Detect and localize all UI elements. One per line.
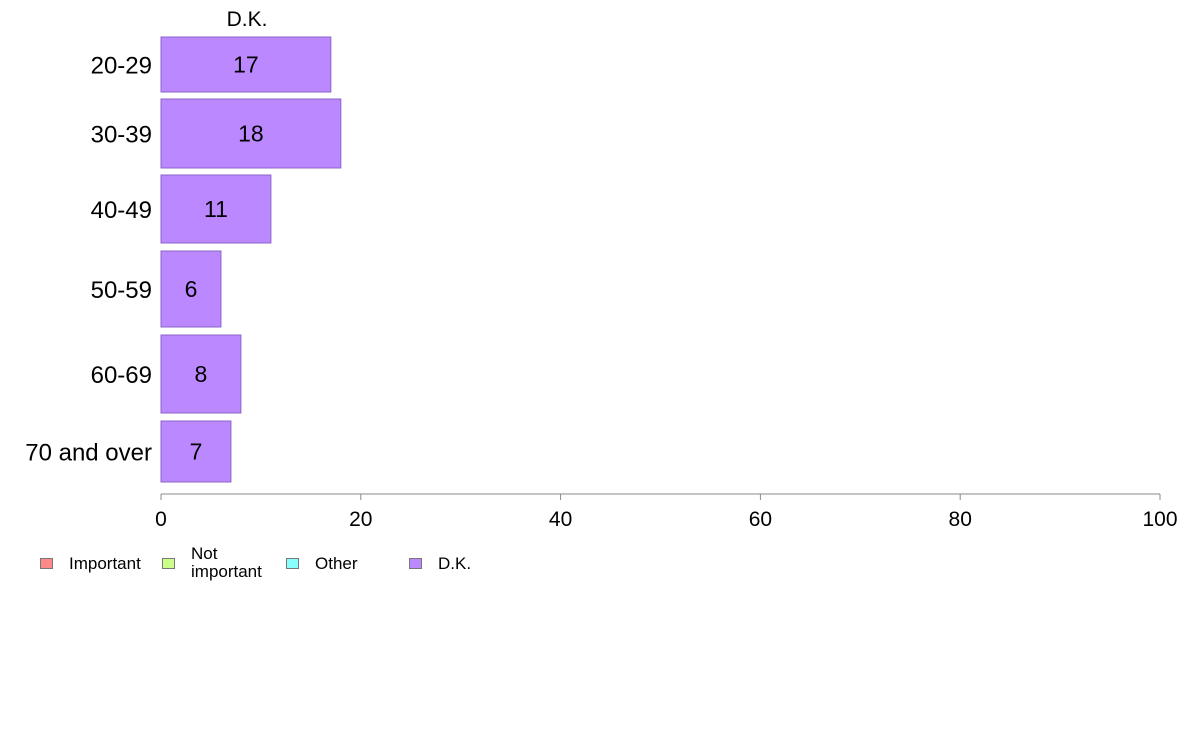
panel-title: D.K. <box>227 8 268 31</box>
bar-40-49 <box>160 174 272 244</box>
legend-swatch-dk <box>409 558 422 569</box>
legend-item-important: Important <box>40 545 141 573</box>
legend-item-other: Other <box>286 545 358 573</box>
legend-item-not-important: Not important <box>162 545 276 581</box>
legend-label-not-important: Not important <box>191 544 262 581</box>
legend-swatch-not-important <box>162 558 175 569</box>
category-label: 70 and over <box>25 440 152 467</box>
x-tick-label: 60 <box>749 508 772 531</box>
category-label: 30-39 <box>91 122 152 149</box>
x-tick-label: 80 <box>949 508 972 531</box>
data-label: 11 <box>204 196 228 222</box>
bar-20-29 <box>160 36 332 93</box>
legend-item-dk: D.K. <box>409 545 471 573</box>
x-tick-label: 0 <box>155 508 167 531</box>
data-label: 8 <box>195 361 208 387</box>
category-label: 20-29 <box>91 53 152 80</box>
legend-swatch-important <box>40 558 53 569</box>
data-label: 7 <box>190 439 203 465</box>
bar-70-and-over <box>160 420 232 483</box>
x-tick-label: 40 <box>549 508 572 531</box>
category-label: 40-49 <box>91 197 152 224</box>
bar-60-69 <box>160 334 242 414</box>
legend-label-other: Other <box>315 554 358 573</box>
data-label: 18 <box>238 121 264 147</box>
x-tick-label: 100 <box>1142 508 1177 531</box>
legend: Important Not important Other D.K. <box>0 545 1188 595</box>
legend-label-dk: D.K. <box>438 554 472 573</box>
data-label: 6 <box>185 276 198 302</box>
bar-30-39 <box>160 98 342 169</box>
category-label: 60-69 <box>91 362 152 389</box>
chart: D.K. 17 20-29 18 30-39 11 40-49 6 50-59 8 60-69 7 7… <box>25 8 1178 531</box>
data-label: 17 <box>233 52 259 78</box>
bars-group: 17 20-29 18 30-39 11 40-49 6 50-59 8 60-69 7 70 and… <box>25 36 342 483</box>
category-label: 50-59 <box>91 277 152 304</box>
x-axis: 0 20 40 60 80 100 <box>155 493 1178 531</box>
legend-label-important: Important <box>69 554 141 573</box>
x-tick-label: 20 <box>349 508 372 531</box>
legend-swatch-other <box>286 558 299 569</box>
bar-50-59 <box>160 250 222 328</box>
